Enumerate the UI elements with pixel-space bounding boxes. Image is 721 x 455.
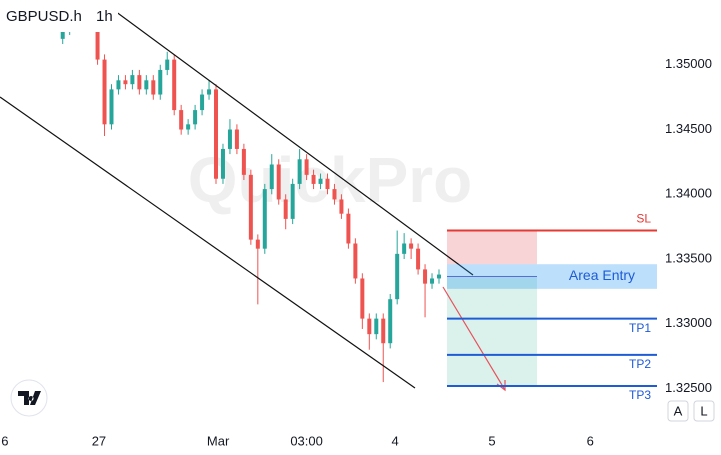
x-tick-label: 5 bbox=[488, 433, 495, 448]
candle-body bbox=[402, 243, 407, 254]
candle-body bbox=[144, 80, 149, 90]
candle-body bbox=[339, 199, 344, 214]
candle-body bbox=[60, 29, 65, 39]
trade-zone bbox=[447, 230, 537, 265]
button-a[interactable] bbox=[667, 400, 689, 422]
button-a-label[interactable]: A bbox=[674, 403, 683, 418]
candle-body bbox=[200, 94, 205, 111]
candle-body bbox=[207, 89, 212, 95]
candle-body bbox=[95, 14, 100, 60]
candle-body bbox=[227, 129, 232, 149]
candle-body bbox=[186, 124, 191, 130]
candle-body bbox=[137, 75, 142, 90]
candle-body bbox=[276, 164, 281, 200]
y-tick-label: 1.34000 bbox=[665, 186, 712, 201]
candle-body bbox=[381, 318, 386, 344]
candle-body bbox=[151, 80, 156, 95]
channel-lower bbox=[0, 96, 416, 389]
candle-body bbox=[165, 59, 170, 70]
symbol: GBPUSD.h bbox=[6, 8, 82, 25]
candle-body bbox=[109, 89, 114, 125]
candle-body bbox=[436, 274, 441, 279]
candle-body bbox=[158, 69, 163, 95]
candle-body bbox=[220, 148, 225, 179]
watermark: QuickPro bbox=[188, 144, 473, 216]
candle-body bbox=[430, 278, 435, 284]
candle-body bbox=[297, 159, 302, 184]
candle-body bbox=[416, 248, 421, 270]
candle-body bbox=[269, 164, 274, 190]
candle-body bbox=[332, 189, 337, 200]
candle-body bbox=[130, 75, 135, 85]
candle-body bbox=[255, 239, 260, 249]
y-tick-label: 1.33500 bbox=[665, 250, 712, 265]
candle-body bbox=[367, 318, 372, 335]
candle-body bbox=[374, 318, 379, 335]
x-tick-label: 6 bbox=[1, 433, 8, 448]
y-tick-label: 1.34500 bbox=[665, 121, 712, 136]
candle-body bbox=[423, 269, 428, 284]
candle-body bbox=[283, 199, 288, 219]
x-tick-label: 03:00 bbox=[290, 433, 323, 448]
candle-body bbox=[241, 148, 246, 175]
candle-body bbox=[262, 189, 267, 249]
x-tick-label: 6 bbox=[587, 433, 594, 448]
candle-body bbox=[395, 253, 400, 300]
candle-body bbox=[311, 174, 316, 184]
arrow bbox=[442, 286, 506, 391]
x-tick-label: 4 bbox=[391, 433, 398, 448]
candle-body bbox=[353, 243, 358, 279]
candle-body bbox=[116, 80, 121, 90]
button-l[interactable] bbox=[693, 400, 715, 422]
y-tick-label: 1.33000 bbox=[665, 315, 712, 330]
level-label: SL bbox=[636, 212, 651, 226]
candle-body bbox=[123, 80, 128, 85]
y-tick-label: 1.32500 bbox=[665, 380, 712, 395]
candle-body bbox=[172, 59, 177, 111]
candle-body bbox=[360, 278, 365, 319]
candle-body bbox=[193, 110, 198, 125]
level-label: TP1 bbox=[629, 321, 651, 335]
candle-body bbox=[179, 110, 184, 130]
entry-label: Area Entry bbox=[569, 267, 635, 283]
candle-body bbox=[304, 159, 309, 175]
candle-body bbox=[325, 178, 330, 190]
button-l-label[interactable]: L bbox=[700, 403, 707, 418]
candle-body bbox=[318, 178, 323, 184]
candle-body bbox=[409, 243, 414, 249]
level-label: TP3 bbox=[629, 388, 651, 402]
channel-upper bbox=[99, 0, 474, 276]
interval: 1h bbox=[96, 8, 113, 25]
logo[interactable] bbox=[10, 379, 48, 417]
candle-body bbox=[388, 299, 393, 344]
x-tick-label: Mar bbox=[207, 433, 230, 448]
y-tick-label: 1.35000 bbox=[665, 56, 712, 71]
candle-body bbox=[346, 213, 351, 244]
candle-body bbox=[102, 59, 107, 125]
header-bg bbox=[0, 0, 118, 32]
logo-mark[interactable] bbox=[18, 391, 41, 405]
level-label: TP2 bbox=[629, 357, 651, 371]
candle-body bbox=[214, 89, 219, 179]
x-tick-label: 27 bbox=[92, 433, 106, 448]
candle-body bbox=[234, 129, 239, 149]
candle-body bbox=[248, 174, 253, 240]
candle-body bbox=[290, 183, 295, 219]
